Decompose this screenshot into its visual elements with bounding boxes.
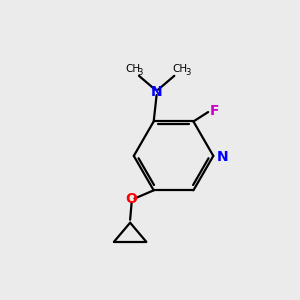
Text: O: O (126, 192, 137, 206)
Text: CH: CH (172, 64, 188, 74)
Text: 3: 3 (138, 68, 143, 77)
Text: N: N (151, 85, 162, 99)
Text: F: F (210, 104, 219, 118)
Text: CH: CH (125, 64, 141, 74)
Text: 3: 3 (185, 68, 190, 77)
Text: N: N (217, 150, 229, 164)
